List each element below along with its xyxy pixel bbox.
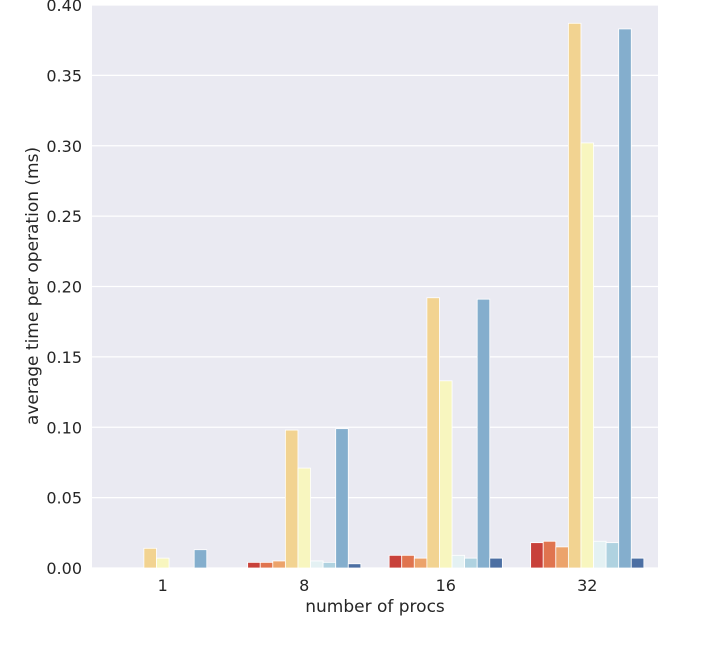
bar	[451, 554, 466, 569]
bar	[464, 557, 478, 569]
bar	[605, 542, 620, 569]
x-axis-label: number of procs	[305, 597, 445, 617]
bar	[310, 560, 324, 569]
bar	[401, 554, 415, 569]
bar	[143, 547, 157, 569]
bar	[593, 540, 607, 569]
y-tick-label: 0.20	[46, 278, 82, 297]
x-tick-label: 16	[436, 576, 456, 595]
bars	[143, 22, 645, 569]
y-tick-label: 0.15	[46, 348, 82, 367]
bar	[439, 380, 453, 569]
y-axis-label: average time per operation (ms)	[23, 147, 43, 425]
bar	[335, 428, 349, 569]
bar	[347, 563, 362, 569]
bar	[426, 297, 440, 569]
bar	[297, 467, 311, 569]
bar	[580, 142, 594, 569]
y-tick-label: 0.35	[46, 66, 82, 85]
bar	[555, 546, 569, 569]
bar	[156, 557, 170, 569]
y-tick-label: 0.40	[46, 0, 82, 15]
y-tick-label: 0.00	[46, 559, 82, 578]
x-tick-label: 1	[158, 576, 168, 595]
bar	[476, 298, 491, 569]
bar	[489, 557, 503, 569]
x-tick-label: 32	[577, 576, 597, 595]
x-tick-label: 8	[299, 576, 309, 595]
bar	[272, 560, 286, 569]
y-tick-label: 0.10	[46, 418, 82, 437]
bar	[247, 561, 261, 569]
bar	[413, 557, 428, 569]
bar	[618, 28, 632, 569]
bar	[284, 429, 299, 569]
y-tick-label: 0.25	[46, 207, 82, 226]
bar	[630, 557, 645, 569]
bar	[259, 561, 274, 569]
bar	[388, 554, 403, 569]
bar	[530, 542, 544, 569]
y-tick-label: 0.30	[46, 137, 82, 156]
bar	[567, 22, 582, 569]
y-axis-ticks: 0.00 0.05 0.10 0.15 0.20 0.25 0.30 0.35 0.40	[46, 0, 82, 578]
bar	[322, 561, 337, 569]
bar	[193, 549, 208, 569]
gridlines	[92, 4, 658, 569]
y-tick-label: 0.05	[46, 489, 82, 508]
bar	[542, 540, 557, 569]
x-axis-ticks: 1 8 16 32	[158, 576, 598, 595]
